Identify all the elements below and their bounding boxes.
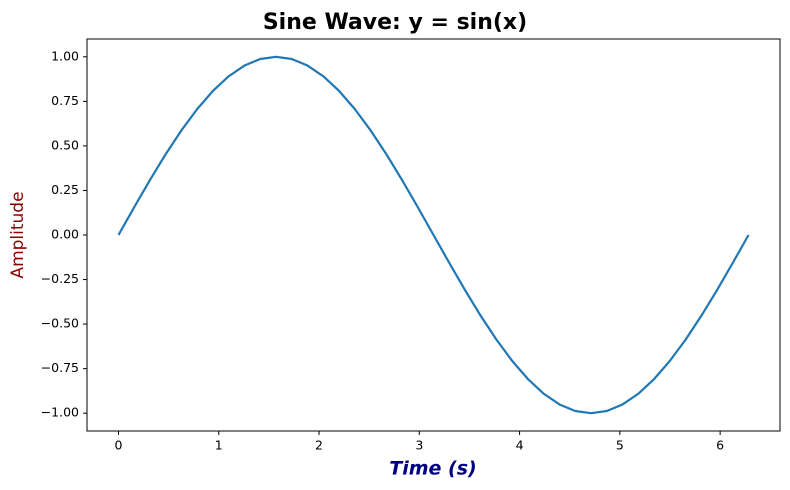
- y-tick-label: −1.00: [41, 405, 79, 420]
- x-tick-label: 5: [616, 438, 624, 453]
- y-axis-label: Amplitude: [8, 191, 28, 278]
- plot-frame: [86, 38, 781, 432]
- y-tick-label: −0.25: [41, 271, 79, 286]
- y-tick-label: 0.25: [51, 182, 79, 197]
- x-tick-label: 6: [716, 438, 724, 453]
- x-tick-label: 3: [415, 438, 423, 453]
- x-axis-label: Time (s): [389, 458, 476, 480]
- x-tick-label: 1: [215, 438, 223, 453]
- series-line: [117, 55, 750, 415]
- y-tick-label: 0.75: [51, 93, 79, 108]
- y-tick-label: −0.75: [41, 360, 79, 375]
- y-tick-label: −0.50: [41, 316, 79, 331]
- y-tick-label: 0.00: [51, 227, 79, 242]
- chart-title: Sine Wave: y = sin(x): [263, 10, 527, 35]
- x-tick-label: 4: [516, 438, 524, 453]
- x-tick-label: 0: [115, 438, 123, 453]
- x-tick-label: 2: [315, 438, 323, 453]
- y-tick-label: 1.00: [51, 48, 79, 63]
- y-tick-label: 0.50: [51, 137, 79, 152]
